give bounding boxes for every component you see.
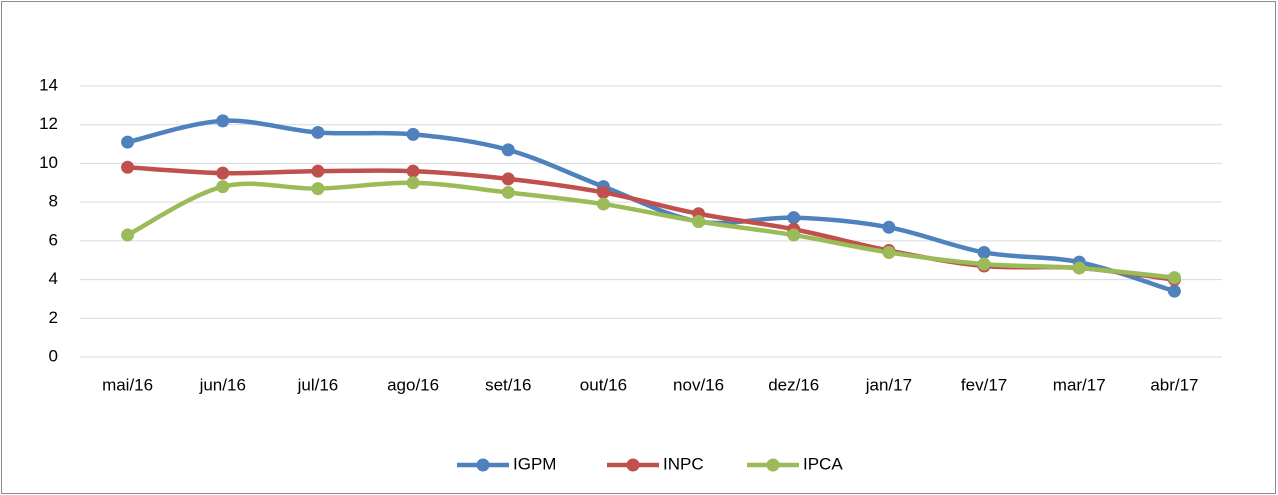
data-point: [216, 114, 230, 128]
x-tick-label: nov/16: [673, 375, 724, 394]
x-tick-label: out/16: [580, 375, 627, 394]
legend-marker: [766, 458, 780, 472]
x-tick-label: jun/16: [199, 375, 246, 394]
x-tick-label: mai/16: [102, 375, 153, 394]
x-tick-label: jul/16: [297, 375, 339, 394]
y-tick-label: 8: [49, 192, 58, 211]
data-point: [1072, 261, 1086, 275]
data-point: [596, 185, 610, 199]
data-point: [121, 228, 135, 242]
x-tick-label: ago/16: [387, 375, 439, 394]
x-tick-label: jan/17: [865, 375, 912, 394]
series-line: [126, 180, 1175, 280]
data-point: [501, 143, 515, 157]
data-point: [882, 245, 896, 259]
y-tick-label: 6: [49, 230, 58, 249]
legend-label: IGPM: [513, 454, 556, 473]
x-tick-label: abr/17: [1150, 375, 1198, 394]
y-tick-label: 2: [49, 308, 58, 327]
data-point: [311, 182, 325, 196]
y-tick-label: 10: [39, 153, 58, 172]
data-point: [501, 185, 515, 199]
y-tick-label: 4: [49, 269, 58, 288]
x-tick-label: fev/17: [961, 375, 1007, 394]
data-point: [311, 164, 325, 178]
data-point: [1167, 284, 1181, 298]
data-point: [692, 215, 706, 228]
data-point: [406, 176, 420, 190]
data-point: [501, 172, 515, 186]
data-point: [406, 164, 420, 178]
data-point: [121, 135, 135, 149]
legend-label: INPC: [663, 454, 704, 473]
data-point: [216, 180, 230, 194]
data-point: [1167, 271, 1181, 285]
data-point: [216, 166, 230, 180]
data-point: [311, 125, 325, 139]
data-point: [787, 211, 801, 225]
x-tick-label: dez/16: [768, 375, 819, 394]
data-point: [406, 127, 420, 141]
legend-marker: [626, 458, 640, 472]
x-tick-label: mar/17: [1053, 375, 1106, 394]
data-point: [882, 220, 896, 234]
data-point: [977, 245, 991, 259]
y-tick-label: 14: [39, 75, 58, 94]
legend-label: IPCA: [803, 454, 843, 473]
data-point: [787, 228, 801, 242]
data-point: [977, 257, 991, 271]
data-point: [121, 160, 135, 174]
y-tick-label: 0: [49, 346, 58, 365]
data-point: [596, 197, 610, 211]
legend-marker: [476, 458, 490, 472]
y-tick-label: 12: [39, 114, 58, 133]
x-tick-label: set/16: [485, 375, 531, 394]
